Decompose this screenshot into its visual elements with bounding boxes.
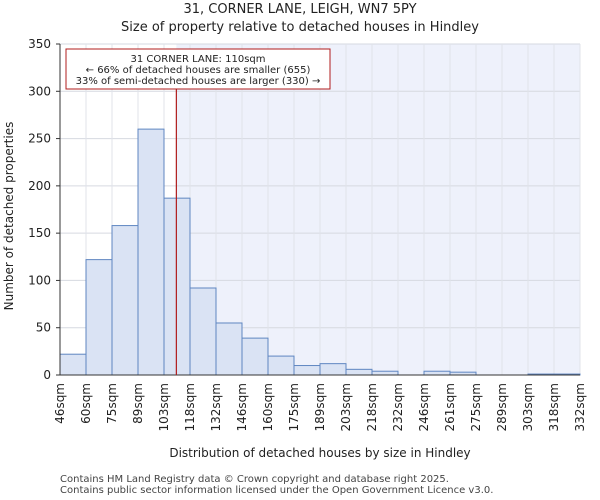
annotation-box — [65, 48, 331, 90]
x-tick-label: 146sqm — [235, 383, 249, 431]
chart-title: 31, CORNER LANE, LEIGH, WN7 5PY — [183, 2, 417, 17]
x-tick-label: 118sqm — [183, 383, 197, 431]
y-tick-label: 0 — [43, 368, 51, 382]
x-tick-label: 175sqm — [287, 383, 301, 431]
x-tick-label: 318sqm — [547, 383, 561, 431]
annotation-line-3: 33% of semi-detached houses are larger (… — [76, 76, 321, 87]
x-tick-label: 189sqm — [313, 383, 327, 431]
histogram-bar — [189, 287, 217, 376]
histogram-bar — [111, 225, 139, 376]
histogram-bar — [423, 370, 451, 376]
x-tick-label: 275sqm — [469, 383, 483, 431]
footer-licence: Contains public sector information licen… — [60, 485, 494, 496]
histogram-bar — [319, 363, 347, 376]
annotation-line-1: 31 CORNER LANE: 110sqm — [130, 54, 265, 65]
histogram-bar — [215, 322, 243, 376]
histogram-bar — [59, 353, 87, 376]
y-tick-label: 100 — [28, 273, 51, 287]
x-tick-label: 203sqm — [339, 383, 353, 431]
x-tick-label: 46sqm — [53, 383, 67, 424]
x-tick-label: 103sqm — [157, 383, 171, 431]
histogram-bar — [85, 259, 113, 376]
histogram-bar — [293, 365, 321, 376]
x-tick-label: 218sqm — [365, 383, 379, 431]
x-tick-label: 261sqm — [443, 383, 457, 431]
histogram-bar — [345, 368, 373, 376]
larger-region-shading — [176, 44, 580, 375]
histogram-bar — [267, 355, 295, 376]
x-tick-label: 60sqm — [79, 383, 93, 424]
x-tick-label: 303sqm — [521, 383, 535, 431]
histogram-bar — [371, 370, 399, 376]
x-tick-label: 246sqm — [417, 383, 431, 431]
x-tick-label: 132sqm — [209, 383, 223, 431]
x-tick-label: 289sqm — [495, 383, 509, 431]
x-tick-label: 332sqm — [573, 383, 587, 431]
histogram-bar — [163, 197, 191, 376]
x-axis-label: Distribution of detached houses by size … — [169, 446, 470, 460]
y-tick-label: 50 — [36, 321, 51, 335]
x-tick-label: 75sqm — [105, 383, 119, 424]
y-axis-label: Number of detached properties — [2, 122, 16, 311]
x-tick-label: 89sqm — [131, 383, 145, 424]
histogram-bar — [137, 128, 165, 376]
x-tick-label: 160sqm — [261, 383, 275, 431]
y-tick-label: 150 — [28, 226, 51, 240]
y-tick-label: 250 — [28, 132, 51, 146]
footer-copyright: Contains HM Land Registry data © Crown c… — [60, 474, 449, 485]
x-tick-label: 232sqm — [391, 383, 405, 431]
y-tick-label: 350 — [28, 37, 51, 51]
annotation-line-2: ← 66% of detached houses are smaller (65… — [86, 65, 311, 76]
histogram-bar — [241, 337, 269, 376]
y-tick-label: 200 — [28, 179, 51, 193]
chart-subtitle: Size of property relative to detached ho… — [121, 20, 479, 35]
y-tick-label: 300 — [28, 84, 51, 98]
